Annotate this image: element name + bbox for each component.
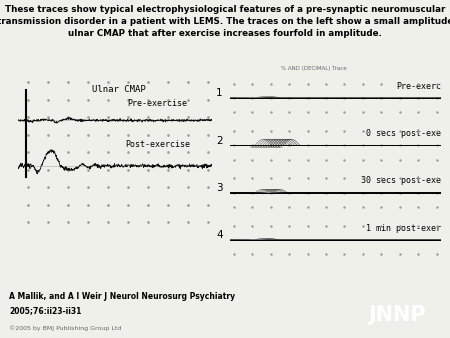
Text: 2: 2 <box>216 136 223 146</box>
Text: 0 secs post-exe: 0 secs post-exe <box>366 129 441 138</box>
Text: JNNP: JNNP <box>368 305 426 325</box>
Text: Pre-exerc: Pre-exerc <box>396 82 441 91</box>
Text: 3: 3 <box>216 183 223 193</box>
Text: 2005;76:ii23-ii31: 2005;76:ii23-ii31 <box>9 306 81 315</box>
Text: These traces show typical electrophysiological features of a pre-synaptic neurom: These traces show typical electrophysiol… <box>0 5 450 38</box>
Text: Pre-exercise: Pre-exercise <box>127 99 187 108</box>
Text: 1 min post-exer: 1 min post-exer <box>366 224 441 233</box>
Text: 4: 4 <box>216 230 223 240</box>
Text: 1: 1 <box>216 88 223 98</box>
Text: Post-exercise: Post-exercise <box>125 140 190 149</box>
Text: A Mallik, and A I Weir J Neurol Neurosurg Psychiatry: A Mallik, and A I Weir J Neurol Neurosur… <box>9 292 235 301</box>
Text: Ulnar CMAP: Ulnar CMAP <box>92 86 145 94</box>
Text: % AND (DECIMAL) Trace: % AND (DECIMAL) Trace <box>281 66 347 71</box>
Text: ©2005 by BMJ Publishing Group Ltd: ©2005 by BMJ Publishing Group Ltd <box>9 325 122 331</box>
Text: 30 secs post-exe: 30 secs post-exe <box>361 176 441 185</box>
